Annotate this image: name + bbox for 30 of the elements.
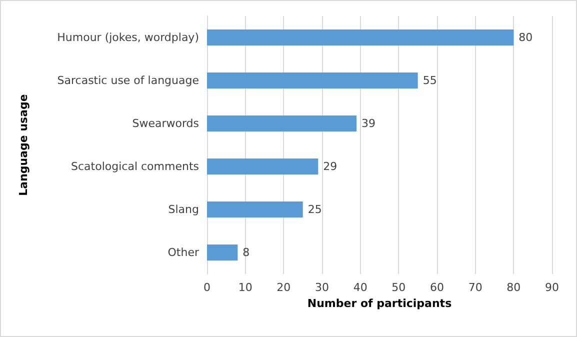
data-label: 29: [323, 160, 338, 173]
x-tick-label: 0: [204, 281, 210, 294]
x-tick-label: 40: [353, 281, 368, 294]
bar: [207, 72, 418, 88]
y-tick-label: Sarcastic use of language: [57, 74, 200, 87]
y-axis-title: Language usage: [17, 94, 30, 196]
y-tick-label: Slang: [168, 203, 199, 216]
bar: [207, 202, 303, 218]
x-axis-title: Number of participants: [307, 296, 452, 310]
x-tick-label: 90: [545, 281, 559, 294]
y-tick-label: Humour (jokes, wordplay): [57, 31, 199, 44]
bar: [207, 244, 238, 260]
bar: [207, 30, 514, 46]
x-tick-label: 70: [468, 281, 482, 294]
bar: [207, 116, 356, 132]
data-label: 80: [518, 31, 533, 44]
x-tick-label: 60: [430, 281, 444, 294]
y-tick-label: Other: [168, 246, 200, 259]
bar: [207, 158, 318, 174]
x-tick-label: 50: [392, 281, 406, 294]
data-label: 25: [308, 203, 322, 216]
y-tick-label: Scatological comments: [71, 160, 200, 173]
data-label: 39: [362, 117, 376, 130]
y-tick-label: Swearwords: [132, 117, 200, 130]
data-label: 8: [242, 246, 250, 259]
x-tick-label: 30: [315, 281, 329, 294]
x-tick-label: 80: [506, 281, 521, 294]
x-tick-label: 20: [276, 281, 291, 294]
x-tick-label: 10: [238, 281, 252, 294]
data-label: 55: [422, 74, 437, 87]
